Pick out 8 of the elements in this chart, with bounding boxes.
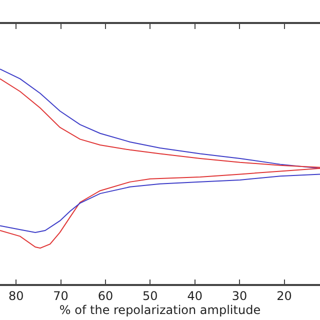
x-tick-label: 20 xyxy=(276,289,292,304)
x-tick-label: 40 xyxy=(187,289,202,304)
x-tick-label: 80 xyxy=(8,289,24,304)
x-tick-label: 30 xyxy=(232,289,248,304)
x-tick-label: 70 xyxy=(53,289,68,304)
x-tick-label: 50 xyxy=(142,289,158,304)
x-tick-label: 60 xyxy=(98,289,114,304)
x-axis-title: % of the repolarization amplitude xyxy=(59,303,261,318)
